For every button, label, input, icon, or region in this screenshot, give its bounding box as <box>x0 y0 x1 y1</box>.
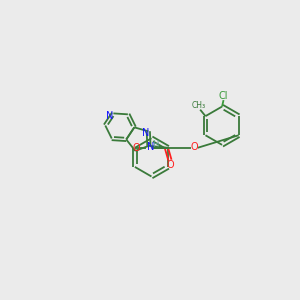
Text: N: N <box>106 111 113 121</box>
Text: O: O <box>133 143 140 153</box>
Text: O: O <box>166 160 174 170</box>
Text: N: N <box>146 142 154 152</box>
Text: H: H <box>152 140 159 149</box>
Text: O: O <box>190 142 198 152</box>
Text: Cl: Cl <box>219 91 228 101</box>
Text: CH₃: CH₃ <box>192 101 206 110</box>
Text: N: N <box>142 128 149 138</box>
